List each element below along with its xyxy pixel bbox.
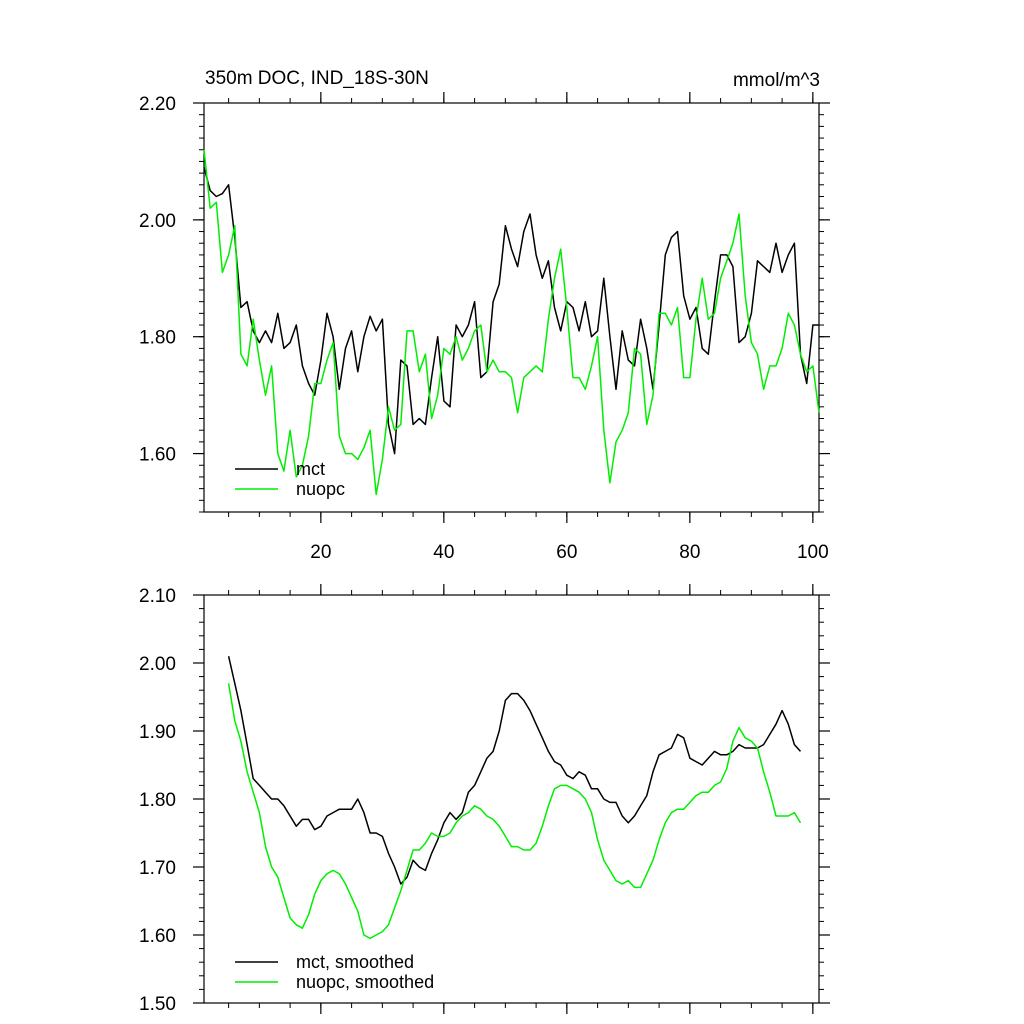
y-tick-label: 1.80 bbox=[139, 328, 176, 349]
y-tick-label: 1.60 bbox=[139, 926, 176, 947]
legend-label: mct, smoothed bbox=[296, 952, 414, 972]
chart-title: 350m DOC, IND_18S-30N bbox=[205, 68, 429, 89]
y-tick-label: 1.60 bbox=[139, 445, 176, 466]
legend-label: nuopc, smoothed bbox=[296, 972, 434, 992]
units-label: mmol/m^3 bbox=[733, 70, 820, 91]
legend-label: mct bbox=[296, 459, 325, 479]
legend-label: nuopc bbox=[296, 479, 345, 499]
y-tick-label: 1.70 bbox=[139, 858, 176, 879]
plot-frame bbox=[203, 594, 820, 1004]
series-line-nuopc-smoothed bbox=[227, 683, 802, 940]
series-line-mct-smoothed bbox=[227, 656, 802, 885]
y-tick-label: 1.90 bbox=[139, 722, 176, 743]
series-line-mct bbox=[203, 167, 819, 455]
top-panel: 350m DOC, IND_18S-30N mmol/m^3 1.60 1.80 2… bbox=[139, 68, 830, 563]
y-tick-label: 2.00 bbox=[139, 654, 176, 675]
x-tick-label: 100 bbox=[797, 542, 829, 563]
bottom-panel: 1.50 1.60 1.70 1.80 1.90 2.00 2.10 mct, smoothe… bbox=[139, 584, 830, 1015]
y-tick-label: 1.50 bbox=[139, 994, 176, 1015]
x-tick-label: 60 bbox=[556, 542, 577, 563]
y-tick-label: 1.80 bbox=[139, 790, 176, 811]
x-tick-label: 40 bbox=[433, 542, 454, 563]
y-tick-label: 2.10 bbox=[139, 586, 176, 607]
y-tick-label: 2.00 bbox=[139, 211, 176, 232]
x-tick-label: 20 bbox=[310, 542, 331, 563]
x-tick-label: 80 bbox=[679, 542, 700, 563]
series-line-nuopc bbox=[203, 149, 820, 496]
y-tick-label: 2.20 bbox=[139, 94, 176, 115]
plot-frame bbox=[203, 102, 820, 513]
